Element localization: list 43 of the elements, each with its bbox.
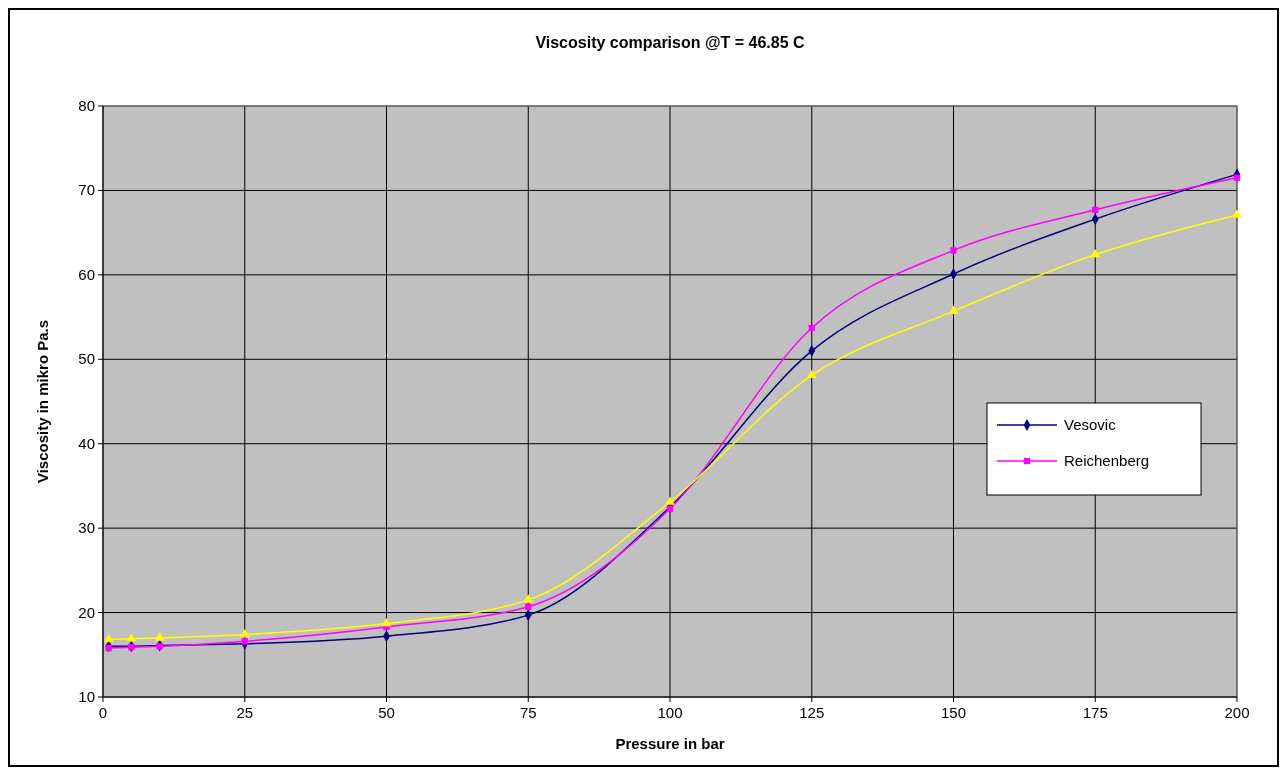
x-tick-label: 175	[1082, 704, 1108, 721]
y-tick-label: 20	[78, 603, 95, 621]
y-tick-label: 50	[78, 350, 95, 368]
legend-label: Reichenberg	[1064, 452, 1150, 469]
point	[523, 594, 534, 603]
point	[241, 638, 248, 645]
point	[128, 644, 135, 651]
x-tick-label: 200	[1224, 704, 1250, 721]
point	[126, 633, 137, 642]
point	[381, 618, 392, 627]
y-tick-label: 80	[78, 97, 95, 114]
point	[666, 505, 674, 512]
point	[665, 496, 675, 505]
y-tick-label: 70	[78, 181, 95, 199]
x-tick-label: 25	[236, 704, 254, 721]
y-tick-label: 30	[78, 519, 95, 537]
point	[156, 643, 163, 650]
x-axis-title: Pressure in bar	[615, 735, 725, 752]
legend-label: Vesovic	[1064, 416, 1117, 433]
x-tick-label: 75	[519, 704, 537, 721]
point	[948, 305, 959, 314]
x-tick-label: 125	[799, 704, 825, 721]
point	[103, 634, 114, 643]
y-tick-label: 40	[78, 434, 95, 452]
point	[806, 369, 817, 379]
point	[105, 644, 112, 652]
chart-title: Viscosity comparison @T = 46.85 C	[535, 34, 806, 51]
y-tick-label: 60	[78, 265, 95, 283]
x-tick-label: 150	[940, 704, 967, 721]
point	[1232, 209, 1242, 218]
point	[239, 628, 250, 638]
x-tick-label: 50	[378, 704, 395, 721]
x-tick-label: 0	[98, 704, 108, 721]
point	[1090, 249, 1101, 258]
point	[1233, 174, 1241, 181]
point	[154, 632, 165, 641]
y-axis-title: Viscosity in mikro Pa.s	[34, 319, 51, 484]
point	[525, 603, 532, 610]
point	[950, 247, 957, 254]
point	[1092, 206, 1099, 214]
point	[808, 324, 815, 332]
x-tick-label: 100	[657, 704, 683, 721]
y-tick-label: 10	[78, 688, 95, 705]
